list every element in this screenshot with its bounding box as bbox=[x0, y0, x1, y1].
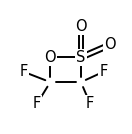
Text: F: F bbox=[20, 64, 28, 79]
Text: O: O bbox=[44, 50, 56, 65]
Text: F: F bbox=[99, 64, 108, 79]
Text: O: O bbox=[104, 38, 115, 53]
Text: F: F bbox=[86, 96, 94, 111]
Text: O: O bbox=[75, 19, 87, 34]
Text: F: F bbox=[33, 96, 41, 111]
Text: S: S bbox=[76, 50, 86, 65]
